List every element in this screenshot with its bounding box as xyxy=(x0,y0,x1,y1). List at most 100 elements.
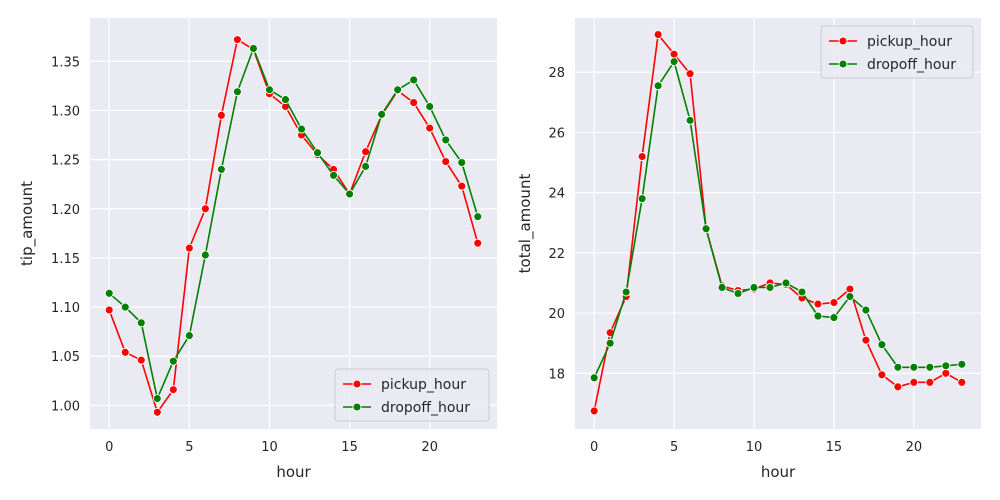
legend-marker-dropoff_hour xyxy=(352,402,362,412)
data-point-dropoff_hour xyxy=(281,95,290,105)
x-tick-label: 10 xyxy=(746,440,763,455)
x-axis-label: hour xyxy=(761,463,796,481)
data-point-dropoff_hour xyxy=(813,311,823,321)
legend-label-pickup_hour: pickup_hour xyxy=(381,377,466,393)
y-tick-label: 1.15 xyxy=(51,252,80,267)
total-amount-chart: 0 5 10 15 20 18 20 22 24 26 28 hour total_amount pick… xyxy=(516,18,981,481)
data-point-dropoff_hour xyxy=(329,170,339,180)
data-point-dropoff_hour xyxy=(749,283,759,292)
data-point-dropoff_hour xyxy=(184,331,194,341)
legend-marker-pickup_hour xyxy=(352,379,362,389)
data-point-dropoff_hour xyxy=(589,373,599,383)
data-point-dropoff_hour xyxy=(441,135,451,145)
data-point-dropoff_hour xyxy=(909,362,919,372)
data-point-pickup_hour xyxy=(168,385,178,395)
y-axis-label: tip_amount xyxy=(18,181,37,266)
data-point-dropoff_hour xyxy=(957,359,967,369)
data-point-dropoff_hour xyxy=(653,81,663,91)
data-point-dropoff_hour xyxy=(861,305,871,315)
data-point-dropoff_hour xyxy=(797,287,807,297)
y-tick-label: 26 xyxy=(548,126,565,141)
data-point-dropoff_hour xyxy=(829,313,839,323)
legend-marker-pickup_hour xyxy=(838,36,848,46)
data-point-dropoff_hour xyxy=(925,362,935,372)
data-point-pickup_hour xyxy=(184,243,194,253)
data-point-dropoff_hour xyxy=(393,85,403,95)
legend: pickup_hour dropoff_hour xyxy=(820,25,974,79)
y-tick-label: 1.00 xyxy=(51,399,80,414)
data-point-pickup_hour xyxy=(957,377,967,387)
data-point-dropoff_hour xyxy=(877,340,887,350)
data-point-pickup_hour xyxy=(829,298,839,307)
data-point-pickup_hour xyxy=(120,347,130,357)
data-point-dropoff_hour xyxy=(669,57,679,67)
y-tick-label: 1.10 xyxy=(51,301,80,316)
data-point-pickup_hour xyxy=(104,305,114,315)
x-tick-label: 20 xyxy=(906,440,923,455)
data-point-dropoff_hour xyxy=(297,124,306,134)
data-point-dropoff_hour xyxy=(104,288,114,298)
data-point-pickup_hour xyxy=(893,382,903,392)
data-point-dropoff_hour xyxy=(845,292,855,301)
series-line-pickup_hour xyxy=(108,38,479,415)
x-axis-label: hour xyxy=(276,463,311,481)
data-point-pickup_hour xyxy=(216,110,226,120)
data-point-pickup_hour xyxy=(909,377,919,387)
y-tick-label: 28 xyxy=(548,66,565,81)
y-tick-label: 1.25 xyxy=(51,154,80,169)
data-point-pickup_hour xyxy=(441,157,451,167)
x-tick-label: 20 xyxy=(421,440,438,455)
data-point-dropoff_hour xyxy=(781,278,791,288)
data-point-pickup_hour xyxy=(877,370,887,380)
legend-label-pickup_hour: pickup_hour xyxy=(867,34,952,50)
data-point-dropoff_hour xyxy=(457,158,467,167)
data-point-dropoff_hour xyxy=(733,289,743,298)
legend-box xyxy=(820,25,974,79)
legend-box xyxy=(334,368,490,422)
data-point-pickup_hour xyxy=(473,238,483,248)
data-point-pickup_hour xyxy=(845,284,855,294)
y-tick-label: 20 xyxy=(548,307,565,322)
data-point-dropoff_hour xyxy=(701,224,711,234)
data-point-dropoff_hour xyxy=(605,338,615,348)
data-point-dropoff_hour xyxy=(152,394,162,403)
data-point-dropoff_hour xyxy=(941,361,951,371)
x-tick-label: 5 xyxy=(185,440,193,455)
data-point-pickup_hour xyxy=(425,123,435,133)
legend-label-dropoff_hour: dropoff_hour xyxy=(381,400,470,416)
y-tick-label: 1.20 xyxy=(51,203,80,218)
y-tick-label: 1.30 xyxy=(51,104,80,119)
y-tick-label: 24 xyxy=(548,187,565,202)
y-tick-label: 1.35 xyxy=(51,55,80,70)
data-point-dropoff_hour xyxy=(637,194,647,204)
legend-marker-dropoff_hour xyxy=(838,59,848,69)
data-point-dropoff_hour xyxy=(685,115,695,125)
data-point-dropoff_hour xyxy=(409,75,419,85)
data-point-dropoff_hour xyxy=(265,85,274,95)
data-point-dropoff_hour xyxy=(361,162,371,171)
data-point-pickup_hour xyxy=(589,406,599,416)
data-point-pickup_hour xyxy=(409,98,419,108)
data-point-pickup_hour xyxy=(941,368,951,378)
data-point-pickup_hour xyxy=(136,355,146,365)
data-point-pickup_hour xyxy=(653,30,663,40)
data-point-dropoff_hour xyxy=(377,109,387,119)
data-point-pickup_hour xyxy=(200,204,210,214)
data-point-dropoff_hour xyxy=(120,302,130,312)
tip-amount-chart: 0 5 10 15 20 1.00 1.05 1.10 1.15 1.20 1.25 1.30 1.35… xyxy=(18,18,497,481)
legend-label-dropoff_hour: dropoff_hour xyxy=(867,57,956,73)
legend: pickup_hour dropoff_hour xyxy=(334,368,490,422)
x-tick-label: 0 xyxy=(105,440,113,455)
data-point-pickup_hour xyxy=(232,35,242,45)
data-point-dropoff_hour xyxy=(248,44,258,53)
y-tick-label: 1.05 xyxy=(51,350,80,365)
x-tick-label: 10 xyxy=(261,440,278,455)
data-point-dropoff_hour xyxy=(473,212,483,222)
y-tick-label: 22 xyxy=(548,247,565,262)
data-point-dropoff_hour xyxy=(717,283,727,292)
data-point-pickup_hour xyxy=(925,377,935,387)
data-point-pickup_hour xyxy=(361,147,371,157)
x-tick-label: 15 xyxy=(341,440,358,455)
data-point-dropoff_hour xyxy=(136,318,146,328)
